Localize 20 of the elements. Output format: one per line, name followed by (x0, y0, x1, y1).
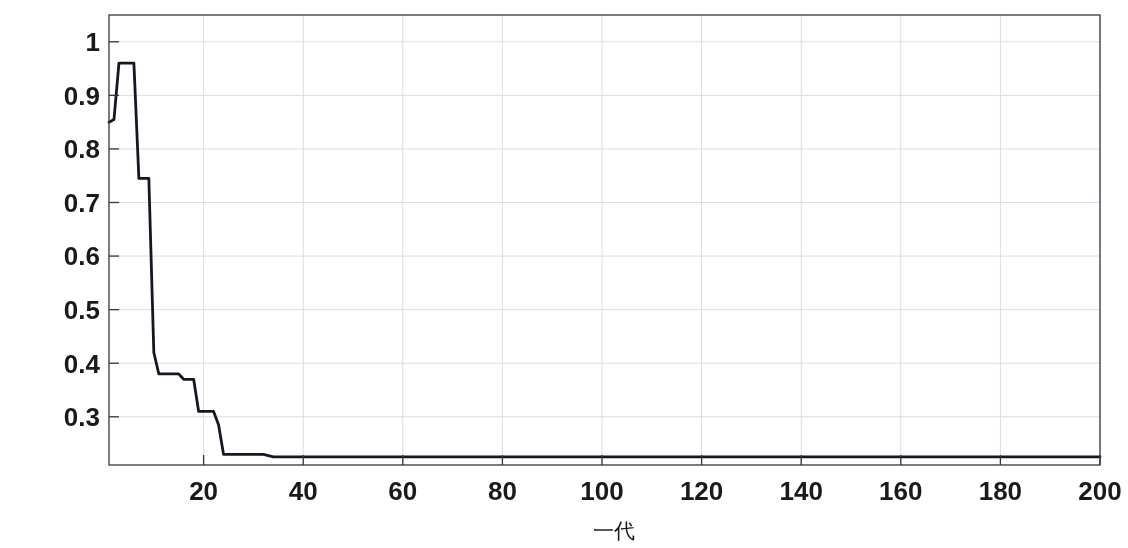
y-tick-label: 0.6 (63, 241, 100, 272)
y-tick-label: 1 (85, 27, 100, 58)
y-tick-label: 0.9 (63, 80, 100, 111)
y-tick-label: 0.7 (63, 187, 100, 218)
x-tick-label: 40 (288, 476, 318, 506)
y-tick-label: 0.3 (63, 402, 100, 433)
x-tick-label: 20 (189, 476, 219, 506)
y-tick-label: 0.4 (63, 348, 101, 379)
x-tick-label: 180 (978, 476, 1023, 506)
y-tick-label: 0.8 (63, 134, 100, 165)
x-tick-label: 80 (487, 476, 517, 506)
x-tick-label: 100 (580, 476, 624, 506)
x-tick-label: 140 (779, 476, 823, 506)
x-tick-label: 120 (679, 476, 724, 506)
x-tick-label: 200 (1078, 476, 1122, 506)
x-tick-label: 60 (388, 476, 418, 506)
y-tick-label: 0.5 (63, 295, 100, 325)
line-series (107, 61, 1102, 459)
x-axis-title: 一代 (592, 519, 635, 543)
x-tick-label: 160 (879, 476, 923, 506)
